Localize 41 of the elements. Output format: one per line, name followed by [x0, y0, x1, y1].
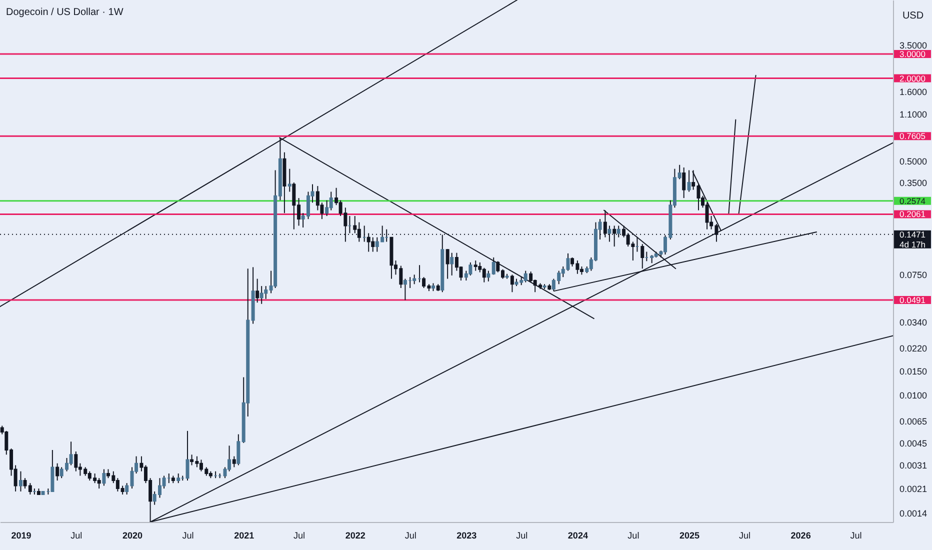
x-tick-label: 2026	[790, 530, 811, 540]
x-tick-label: Jul	[738, 530, 750, 540]
y-tick-label: 1.1000	[900, 110, 928, 120]
x-tick-label: Jul	[404, 530, 416, 540]
ref-line-label: 0.2574	[900, 196, 926, 206]
ref-line-label: 0.1471	[900, 229, 926, 240]
y-tick-label: 0.0750	[900, 270, 928, 280]
y-axis-title: USD	[902, 10, 924, 22]
y-tick-label: 0.0045	[900, 438, 928, 448]
y-tick-label: 0.0100	[900, 390, 928, 401]
y-tick-label: 0.3500	[900, 178, 928, 188]
x-tick-label: 2019	[11, 530, 32, 540]
x-tick-label: Jul	[628, 530, 640, 540]
x-tick-label: 2025	[680, 530, 700, 540]
y-tick-label: 0.5000	[900, 156, 928, 167]
text: 4d 17h	[900, 239, 926, 250]
y-tick-label: 0.0014	[900, 508, 928, 518]
ref-line-label: 0.7605	[900, 131, 926, 142]
x-tick-label: 2024	[568, 530, 588, 540]
y-tick-label: 3.5000	[900, 40, 928, 50]
x-tick-label: Jul	[70, 530, 82, 540]
ref-line-label: 0.0491	[900, 294, 926, 305]
ref-line-label: 2.0000	[900, 73, 926, 84]
y-tick-label: 1.6000	[900, 87, 928, 98]
x-tick-label: Jul	[182, 530, 194, 540]
ref-line-label: 3.0000	[900, 49, 926, 60]
ref-line-label: 0.2061	[900, 209, 926, 220]
x-tick-label: 2023	[456, 530, 477, 540]
x-tick-label: 2022	[345, 530, 366, 540]
x-tick-label: Jul	[850, 530, 862, 540]
x-tick-label: Jul	[516, 530, 528, 540]
x-tick-label: Jul	[294, 530, 306, 540]
y-tick-label: 0.0340	[900, 317, 928, 328]
y-tick-label: 0.0065	[900, 416, 928, 426]
y-tick-label: 0.0021	[900, 484, 928, 494]
x-tick-label: 2020	[122, 530, 143, 540]
text: Dogecoin / US Dollar · 1W	[6, 7, 124, 18]
y-tick-label: 0.0220	[900, 344, 928, 354]
x-tick-label: 2021	[234, 530, 254, 540]
y-tick-label: 0.0031	[900, 460, 928, 471]
y-tick-label: 0.0150	[900, 366, 928, 376]
